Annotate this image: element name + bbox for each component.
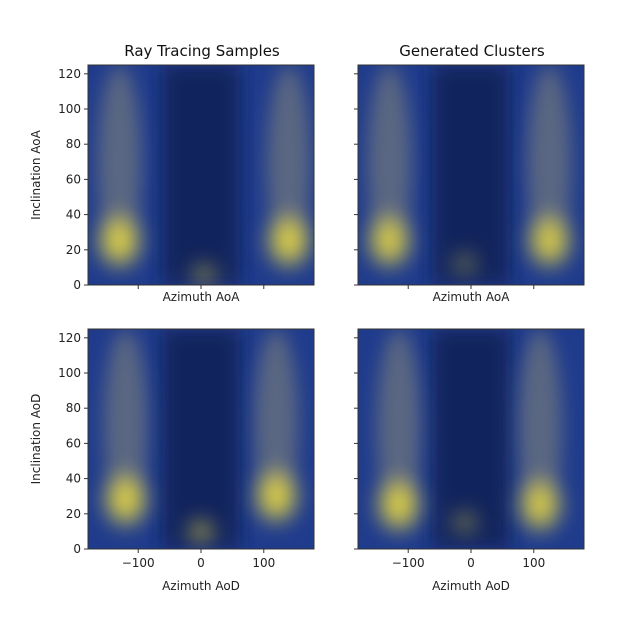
x-axis-label: Azimuth AoD xyxy=(432,579,510,593)
hotspot xyxy=(510,469,571,541)
y-tick-label: 80 xyxy=(66,401,81,415)
y-tick-label: 40 xyxy=(66,208,81,222)
heatmap-area xyxy=(88,65,314,285)
y-tick-label: 100 xyxy=(58,366,81,380)
y-tick-label: 20 xyxy=(66,507,81,521)
hotspot xyxy=(444,504,485,541)
y-tick-label: 60 xyxy=(66,436,81,450)
x-tick-label: −100 xyxy=(122,556,155,570)
y-tick-label: 0 xyxy=(73,542,81,556)
y-tick-label: 60 xyxy=(66,172,81,186)
x-axis-ticks: −100 0 100 xyxy=(392,549,545,570)
y-tick-label: 100 xyxy=(58,102,81,116)
x-tick-label: 100 xyxy=(522,556,545,570)
y-tick-label: 40 xyxy=(66,472,81,486)
x-axis-ticks xyxy=(137,285,265,289)
x-tick-label: 100 xyxy=(252,556,275,570)
y-axis-ticks: 0 20 40 60 80 100 120 xyxy=(58,67,88,292)
hotspot xyxy=(184,256,225,285)
heatmap-area xyxy=(358,329,584,549)
x-tick-label: −100 xyxy=(392,556,425,570)
panel-ray-tracing-aoa: Ray Tracing Samples 0 20 40 60 80 100 120 Azim… xyxy=(29,42,315,304)
x-axis-label: Azimuth AoA xyxy=(433,290,511,304)
y-tick-label: 120 xyxy=(58,331,81,345)
heatmap-area xyxy=(88,329,314,549)
x-axis-ticks xyxy=(407,285,535,289)
panel-title: Generated Clusters xyxy=(399,42,545,60)
hotspot xyxy=(444,245,485,282)
y-tick-label: 120 xyxy=(58,67,81,81)
x-axis-label: Azimuth AoD xyxy=(162,579,240,593)
hotspot xyxy=(246,460,307,533)
heatmap-low-region xyxy=(162,329,240,549)
y-axis-label: Inclination AoD xyxy=(29,394,43,485)
panel-generated-aod: −100 0 100 Azimuth AoD xyxy=(354,328,585,593)
hotspot xyxy=(359,205,420,277)
x-axis-ticks: −100 0 100 xyxy=(122,549,275,570)
hotspot xyxy=(89,205,150,277)
hotspot xyxy=(95,463,156,536)
heatmap-area xyxy=(358,65,584,285)
x-tick-label: 0 xyxy=(467,556,475,570)
panel-title: Ray Tracing Samples xyxy=(124,42,280,60)
panel-ray-tracing-aod: 0 20 40 60 80 100 120 −100 0 100 Azimuth AoD Inc… xyxy=(29,328,315,593)
hotspot xyxy=(368,469,429,541)
y-axis-ticks xyxy=(354,73,358,286)
x-axis-label: Azimuth AoA xyxy=(163,290,241,304)
y-axis-ticks xyxy=(354,337,358,550)
y-axis-label: Inclination AoA xyxy=(29,129,43,220)
x-tick-label: 0 xyxy=(197,556,205,570)
y-tick-label: 0 xyxy=(73,278,81,292)
heatmap-low-region xyxy=(162,65,240,285)
hotspot xyxy=(258,205,314,277)
y-tick-label: 20 xyxy=(66,243,81,257)
y-axis-ticks: 0 20 40 60 80 100 120 xyxy=(58,331,88,556)
hotspot xyxy=(519,205,580,277)
y-tick-label: 80 xyxy=(66,137,81,151)
panel-generated-aoa: Generated Clusters Azimuth AoA xyxy=(354,42,585,304)
hotspot xyxy=(181,513,221,549)
